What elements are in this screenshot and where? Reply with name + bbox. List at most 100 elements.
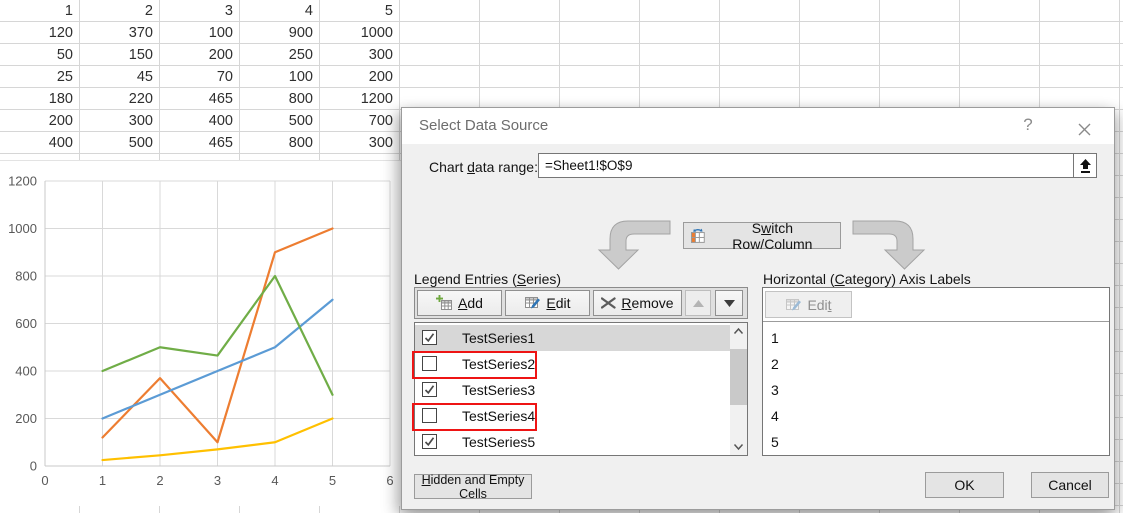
scrollbar-thumb[interactable]	[730, 349, 747, 405]
add-icon	[436, 295, 453, 310]
series-row[interactable]: TestSeries1	[415, 325, 730, 351]
add-series-button[interactable]: Add	[417, 290, 502, 316]
edit-series-button[interactable]: Edit	[505, 290, 590, 316]
series-row[interactable]: TestSeries5	[415, 429, 730, 455]
chart-data-range-input[interactable]	[538, 153, 1074, 178]
series-checkbox[interactable]	[422, 356, 437, 371]
dialog-title: Select Data Source	[419, 117, 549, 134]
spreadsheet-cell[interactable]: 180	[48, 91, 73, 107]
spreadsheet-cell[interactable]: 220	[128, 91, 153, 107]
spreadsheet-cell[interactable]: 1	[64, 3, 73, 19]
chevron-up-icon	[733, 327, 744, 334]
series-row[interactable]: TestSeries2	[412, 351, 730, 379]
bent-arrow-right-icon	[852, 220, 926, 270]
move-series-up-button[interactable]	[685, 290, 711, 316]
series-line-green	[101, 274, 334, 396]
axis-label-item[interactable]: 4	[771, 408, 779, 424]
x-axis-tick-label: 5	[329, 473, 336, 488]
collapse-dialog-button[interactable]	[1073, 153, 1097, 178]
series-list: TestSeries1 TestSeries2 TestSeries3 TestSer…	[412, 322, 748, 456]
series-line-orange	[101, 227, 334, 444]
series-list-scrollbar[interactable]	[730, 323, 747, 455]
series-label: TestSeries1	[462, 330, 536, 346]
series-button-strip: Add Edit Remove	[414, 287, 748, 319]
series-checkbox[interactable]	[422, 434, 437, 449]
spreadsheet-cell[interactable]: 300	[128, 113, 153, 129]
spreadsheet-cell[interactable]: 800	[288, 91, 313, 107]
scroll-down-button[interactable]	[730, 438, 747, 455]
y-axis-tick-label: 600	[15, 316, 37, 331]
switch-row-column-label: Switch Row/Column	[732, 219, 813, 252]
spreadsheet-cell[interactable]: 70	[216, 69, 233, 85]
x-axis-tick-label: 2	[156, 473, 163, 488]
axis-label-item[interactable]: 3	[771, 382, 779, 398]
y-axis-tick-label: 1000	[8, 221, 37, 236]
axis-label-item[interactable]: 1	[771, 330, 779, 346]
spreadsheet-cell[interactable]: 200	[208, 47, 233, 63]
spreadsheet-cell[interactable]: 150	[128, 47, 153, 63]
spreadsheet-cell[interactable]: 120	[48, 25, 73, 41]
spreadsheet-cell[interactable]: 465	[208, 135, 233, 151]
spreadsheet-cell[interactable]: 400	[48, 135, 73, 151]
spreadsheet-cell[interactable]: 500	[128, 135, 153, 151]
series-checkbox[interactable]	[422, 382, 437, 397]
x-axis-tick-label: 4	[271, 473, 278, 488]
spreadsheet-cell[interactable]: 465	[208, 91, 233, 107]
scroll-up-button[interactable]	[730, 323, 747, 340]
spreadsheet-cell[interactable]: 700	[368, 113, 393, 129]
axis-labels-panel: Edit 1 2 3 4 5	[762, 287, 1110, 456]
spreadsheet-cell[interactable]: 25	[56, 69, 73, 85]
dialog-titlebar[interactable]: Select Data Source ?	[402, 108, 1114, 144]
series-label: TestSeries5	[462, 434, 536, 450]
spreadsheet-cell[interactable]: 4	[304, 3, 313, 19]
spreadsheet-cell[interactable]: 800	[288, 135, 313, 151]
spreadsheet-cell[interactable]: 1000	[360, 25, 393, 41]
y-axis-tick-label: 1200	[8, 174, 37, 189]
spreadsheet-cell[interactable]: 2	[144, 3, 153, 19]
spreadsheet-cell[interactable]: 100	[288, 69, 313, 85]
edit-axis-button-label: Edit	[807, 296, 832, 313]
ok-button[interactable]: OK	[925, 472, 1004, 498]
remove-series-button[interactable]: Remove	[593, 290, 682, 316]
spreadsheet-cell[interactable]: 300	[368, 135, 393, 151]
collapse-up-arrow-icon	[1079, 158, 1091, 173]
spreadsheet-cell[interactable]: 200	[368, 69, 393, 85]
spreadsheet-cell[interactable]: 400	[208, 113, 233, 129]
hidden-button-label: Hidden and Empty Cells	[421, 472, 525, 501]
spreadsheet-cell[interactable]: 250	[288, 47, 313, 63]
help-button[interactable]: ?	[1023, 115, 1033, 134]
spreadsheet-cell[interactable]: 200	[48, 113, 73, 129]
axis-label-item[interactable]: 5	[771, 434, 779, 450]
chart-object[interactable]: 0 200 400 600 800 1000 1200 0 1 2 3 4 5 6	[0, 160, 401, 506]
spreadsheet-cell[interactable]: 3	[224, 3, 233, 19]
spreadsheet-cell[interactable]: 500	[288, 113, 313, 129]
series-checkbox[interactable]	[422, 408, 437, 423]
spreadsheet-cell[interactable]: 370	[128, 25, 153, 41]
close-icon	[1078, 123, 1090, 135]
x-axis-tick-label: 1	[99, 473, 106, 488]
line-chart: 0 200 400 600 800 1000 1200 0 1 2 3 4 5 6	[8, 174, 394, 489]
triangle-down-icon	[723, 299, 735, 307]
spreadsheet-cell[interactable]: 100	[208, 25, 233, 41]
y-axis-tick-label: 800	[15, 269, 37, 284]
spreadsheet-cell[interactable]: 45	[136, 69, 153, 85]
edit-icon-disabled	[786, 298, 802, 310]
series-checkbox[interactable]	[422, 330, 437, 345]
series-row[interactable]: TestSeries3	[415, 377, 730, 403]
axis-label-item[interactable]: 2	[771, 356, 779, 372]
spreadsheet-cell[interactable]: 1200	[360, 91, 393, 107]
spreadsheet-cell[interactable]: 900	[288, 25, 313, 41]
move-series-down-button[interactable]	[715, 290, 743, 316]
series-line-yellow	[101, 417, 334, 462]
edit-axis-labels-button[interactable]: Edit	[765, 291, 852, 318]
series-row[interactable]: TestSeries4	[412, 403, 730, 431]
cancel-button[interactable]: Cancel	[1031, 472, 1109, 498]
spreadsheet-cell[interactable]: 300	[368, 47, 393, 63]
check-mark-icon	[424, 437, 435, 447]
spreadsheet-cell[interactable]: 50	[56, 47, 73, 63]
switch-row-column-button[interactable]: Switch Row/Column	[683, 219, 841, 252]
spreadsheet-cell[interactable]: 5	[384, 3, 393, 19]
y-axis-tick-label: 200	[15, 411, 37, 426]
hidden-and-empty-cells-button[interactable]: Hidden and Empty Cells	[414, 472, 532, 501]
close-button[interactable]	[1070, 117, 1098, 141]
